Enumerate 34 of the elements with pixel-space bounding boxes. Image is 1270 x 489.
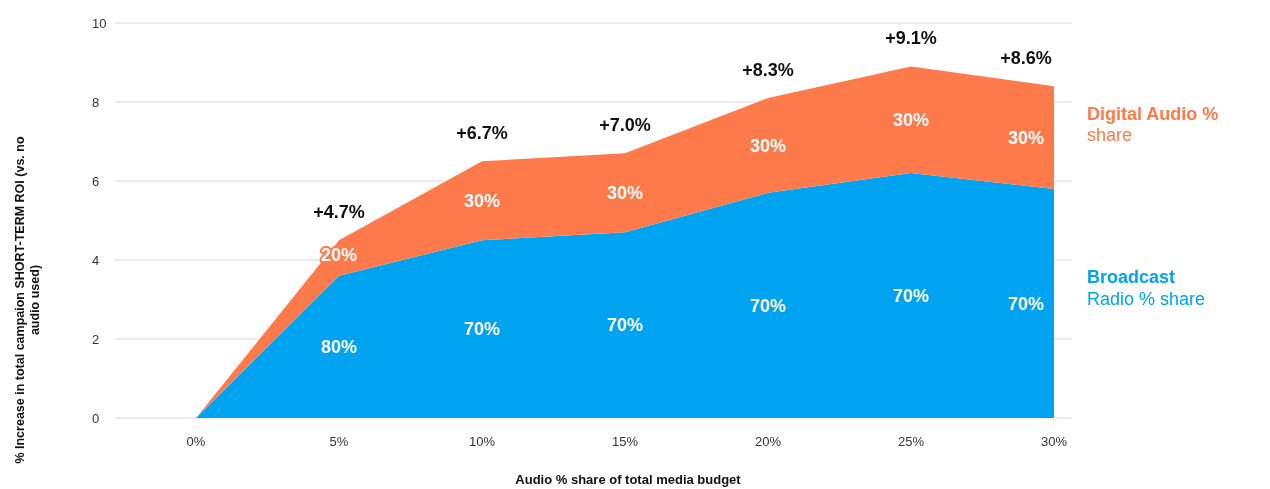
x-tick-label: 10% [468,434,496,449]
annotation: 30% [749,135,787,156]
y-tick-label: 6 [92,173,100,189]
annotation: 70% [1007,293,1045,314]
x-axis-title: Audio % share of total media budget [515,472,742,487]
x-tick-label: 0% [186,434,206,449]
x-tick-label: 25% [897,434,925,449]
y-tick-label: 4 [92,252,100,268]
y-tick-label: 10 [92,15,107,31]
annotation: 80% [320,337,358,358]
annotation: 70% [749,295,787,316]
y-tick-label: 8 [92,94,100,110]
annotation: 30% [606,183,644,204]
x-tick-label: 20% [754,434,782,449]
annotation: +8.6% [1000,48,1052,69]
x-tick-label: 15% [611,434,639,449]
annotation: +9.1% [885,28,937,49]
y-axis-title: % Increase in total campaion SHORT-TERM ROI (vs. no audio used) [13,136,42,464]
series-label: Digital Audio % share [1087,103,1219,146]
annotation: +6.7% [456,123,508,144]
x-tick-label: 5% [329,434,349,449]
y-tick-label: 2 [92,331,100,347]
annotation: +7.0% [599,115,651,136]
annotation: 70% [463,319,501,340]
annotation: 30% [892,110,930,131]
annotation: 30% [463,191,501,212]
annotation: 30% [1007,127,1045,148]
annotation: +8.3% [742,60,794,81]
annotation: +4.7% [313,202,365,223]
y-tick-label: 0 [92,410,100,426]
annotation: 70% [892,285,930,306]
series-label: Broadcast Radio % share [1087,267,1206,310]
x-tick-label: 30% [1040,434,1068,449]
annotation: 70% [606,315,644,336]
